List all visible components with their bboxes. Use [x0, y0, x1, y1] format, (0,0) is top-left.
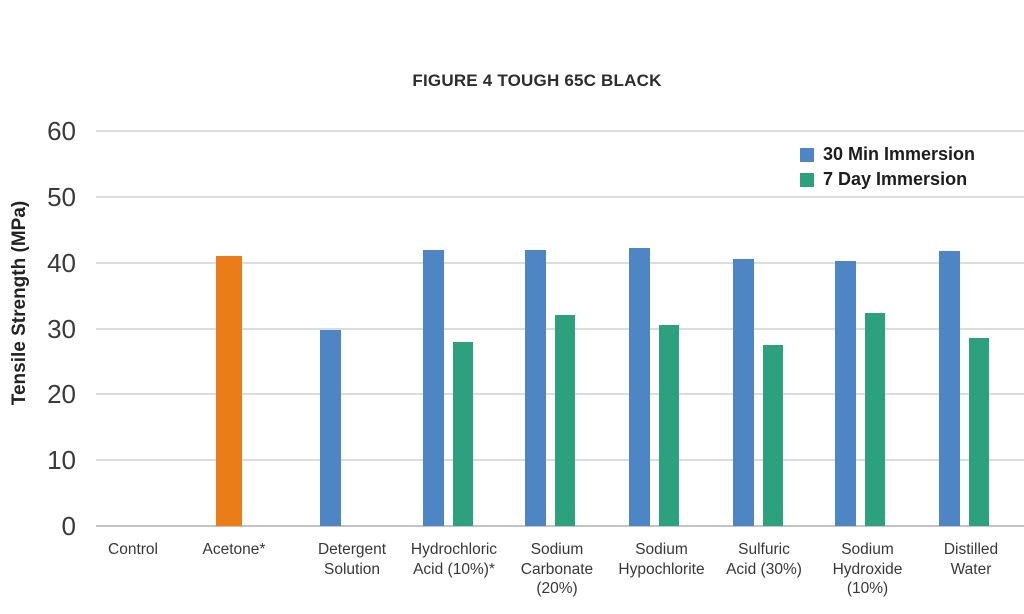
bar-7-day-immersion-sodium-hydroxide-10	[969, 338, 989, 526]
legend-item-30-min: 30 Min Immersion	[800, 142, 975, 167]
legend-swatch-7-day-icon	[800, 172, 814, 187]
x-label-acetone: Acetone*	[202, 541, 266, 558]
gridline-40	[96, 261, 1024, 264]
y-tick-60: 60	[47, 116, 76, 146]
legend-label-30-min: 30 Min Immersion	[823, 144, 976, 164]
y-tick-30: 30	[47, 313, 76, 344]
y-tick-40: 40	[47, 247, 76, 278]
y-axis-title: Tensile Strength (MPa)	[9, 200, 30, 406]
legend-item-7-day: 7 Day Immersion	[800, 167, 975, 192]
x-axis-line	[96, 525, 1024, 527]
y-tick-0: 0	[61, 511, 76, 541]
bar-7-day-immersion-detergent-solution	[453, 341, 473, 526]
gridline-60	[96, 130, 1024, 132]
x-label-detergent-solution: Detergent Solution	[317, 541, 387, 578]
bar-30-min-immersion-hydrochloric-acid-10	[525, 249, 546, 526]
bar-30-min-immersion-sodium-carbonate-20	[629, 247, 650, 526]
bar-7-day-immersion-hydrochloric-acid-10	[555, 315, 575, 526]
y-tick-10: 10	[47, 445, 76, 476]
x-label-sodium-hypochlorite: Sodium Hypochlorite	[618, 541, 705, 578]
x-label-distilled-water: Distilled Water	[943, 541, 999, 578]
bar-30-min-immersion-sodium-hypochlorite	[733, 258, 754, 526]
bar-7-day-immersion-sulfuric-acid-30	[865, 313, 885, 526]
x-label-hydrochloric-acid-10: Hydrochloric Acid (10%)*	[410, 541, 498, 578]
bar-30-min-immersion-control	[215, 256, 242, 526]
chart-title: FIGURE 4 TOUGH 65C BLACK	[412, 71, 662, 90]
bar-30-min-immersion-sulfuric-acid-30	[835, 260, 856, 526]
x-label-sulfuric-acid-30: Sulfuric Acid (30%)	[726, 541, 802, 578]
bar-30-min-immersion-sodium-hydroxide-10	[939, 251, 960, 526]
x-label-control: Control	[108, 541, 158, 558]
bar-7-day-immersion-sodium-carbonate-20	[659, 324, 679, 526]
plot-area	[96, 130, 1024, 527]
y-tick-20: 20	[47, 379, 76, 410]
bar-7-day-immersion-sodium-hypochlorite	[763, 344, 783, 526]
y-tick-50: 50	[47, 181, 76, 212]
legend-label-7-day: 7 Day Immersion	[823, 169, 968, 189]
x-label-sodium-carbonate-20: Sodium Carbonate (20%)	[520, 541, 594, 597]
bar-30-min-immersion-acetone	[320, 329, 341, 526]
legend-swatch-30-min-icon	[800, 147, 814, 162]
gridline-50	[96, 195, 1024, 198]
bar-30-min-immersion-detergent-solution	[423, 250, 444, 526]
x-label-sodium-hydroxide-10: Sodium Hydroxide (10%)	[832, 541, 903, 597]
legend: 30 Min Immersion 7 Day Immersion	[800, 142, 975, 192]
